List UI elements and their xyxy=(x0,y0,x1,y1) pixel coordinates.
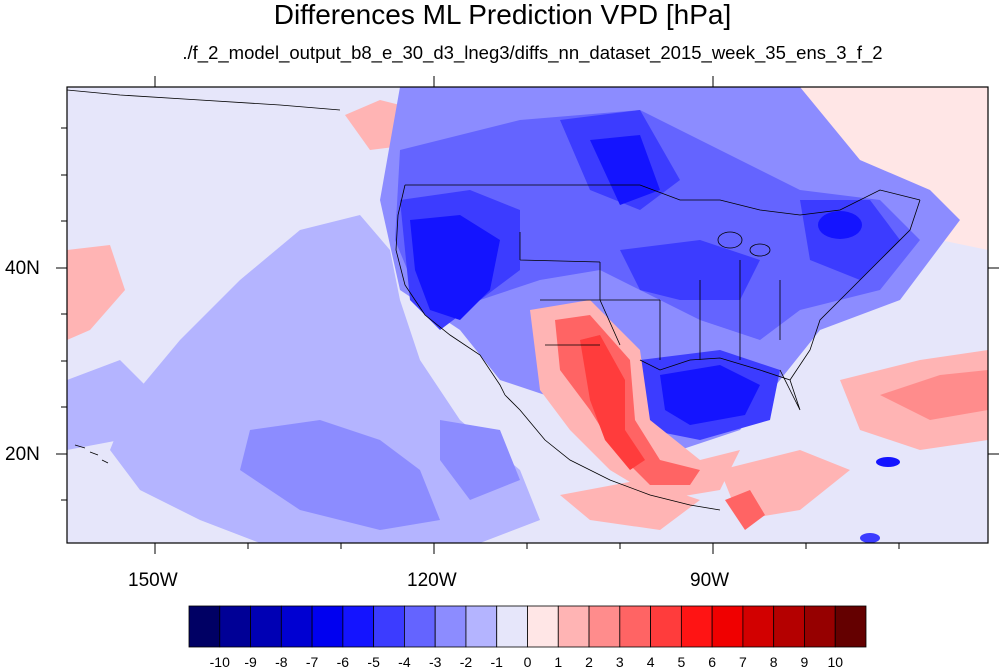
field-na-blue-mid xyxy=(395,110,920,340)
colorbar-swatch xyxy=(404,605,436,648)
field-blob-1 xyxy=(876,457,900,467)
lon-label-90w: 90W xyxy=(690,570,730,591)
colorbar-label: 8 xyxy=(770,654,778,670)
field-na-blue-darker xyxy=(410,215,500,320)
colorbar-swatch xyxy=(588,605,621,648)
field-gulf-blue-dark xyxy=(660,365,760,425)
colorbar-label: 6 xyxy=(708,654,716,670)
colorbar-swatch xyxy=(188,605,221,648)
colorbar-swatch xyxy=(373,605,405,648)
field-pacific-mid xyxy=(240,420,440,530)
colorbar-label: 5 xyxy=(677,654,685,670)
map-title: Differences ML Prediction VPD [hPa] xyxy=(273,0,732,30)
colorbar-label: -1 xyxy=(491,654,504,670)
field-pink-west xyxy=(67,245,125,340)
map-subtitle: ./f_2_model_output_b8_e_30_d3_lneg3/diff… xyxy=(182,42,883,63)
colorbar-label: -7 xyxy=(306,654,319,670)
colorbar-swatch xyxy=(311,605,344,648)
field-pacific-mid-2 xyxy=(440,420,520,500)
field-red-centralam xyxy=(725,490,765,530)
lat-label-20n: 20N xyxy=(5,444,40,465)
colorbar-swatch xyxy=(496,605,528,648)
colorbar-swatch xyxy=(250,605,282,648)
colorbar-swatch xyxy=(711,605,744,648)
colorbar-swatch xyxy=(834,605,867,648)
colorbar-label: -5 xyxy=(367,654,380,670)
field-great-lakes-blue xyxy=(620,240,760,300)
colorbar-label: -4 xyxy=(398,654,411,670)
field-blob-3 xyxy=(818,211,862,239)
colorbar-label: -3 xyxy=(429,654,442,670)
lat-label-40n: 40N xyxy=(5,258,40,279)
field-mexico-redder xyxy=(580,335,645,470)
colorbar-label: 7 xyxy=(739,654,747,670)
colorbar-swatch xyxy=(465,605,498,648)
colorbar-label: 2 xyxy=(585,654,593,670)
lon-label-150w: 150W xyxy=(128,570,178,591)
field-blob-2 xyxy=(860,533,880,543)
field-north-blue-dark xyxy=(590,135,660,205)
colorbar-swatch xyxy=(342,605,375,648)
colorbar-label: -8 xyxy=(275,654,288,670)
colorbar-label: -2 xyxy=(460,654,473,670)
field-pacific-band xyxy=(110,215,540,543)
colorbar-swatch xyxy=(650,605,682,648)
colorbar-swatch xyxy=(742,605,775,648)
colorbar-label: 1 xyxy=(554,654,562,670)
colorbar-label: 9 xyxy=(801,654,809,670)
field-red-atlantic xyxy=(880,370,988,420)
colorbar-swatch xyxy=(557,605,590,648)
field-pacific-band-2 xyxy=(67,360,160,450)
colorbar-label: 4 xyxy=(647,654,655,670)
colorbar-swatch xyxy=(804,605,836,648)
colorbar-label: -10 xyxy=(210,654,230,670)
coastlines xyxy=(67,89,921,511)
tick-marks xyxy=(56,76,999,554)
vpd-difference-map xyxy=(56,76,999,554)
lon-label-120w: 120W xyxy=(407,570,457,591)
colorbar-swatch xyxy=(619,605,651,648)
colorbar-swatch xyxy=(773,605,805,648)
colorbar-swatch xyxy=(527,605,559,648)
colorbar-label: 3 xyxy=(616,654,624,670)
colorbar-label: -9 xyxy=(244,654,257,670)
colorbar-swatch xyxy=(219,605,251,648)
colorbar-swatch xyxy=(434,605,467,648)
colorbar-label: 0 xyxy=(524,654,532,670)
colorbar-swatch xyxy=(680,605,713,648)
colorbar-label: -6 xyxy=(337,654,350,670)
colorbar-swatch xyxy=(280,605,313,648)
colorbar-label: 10 xyxy=(827,654,843,670)
